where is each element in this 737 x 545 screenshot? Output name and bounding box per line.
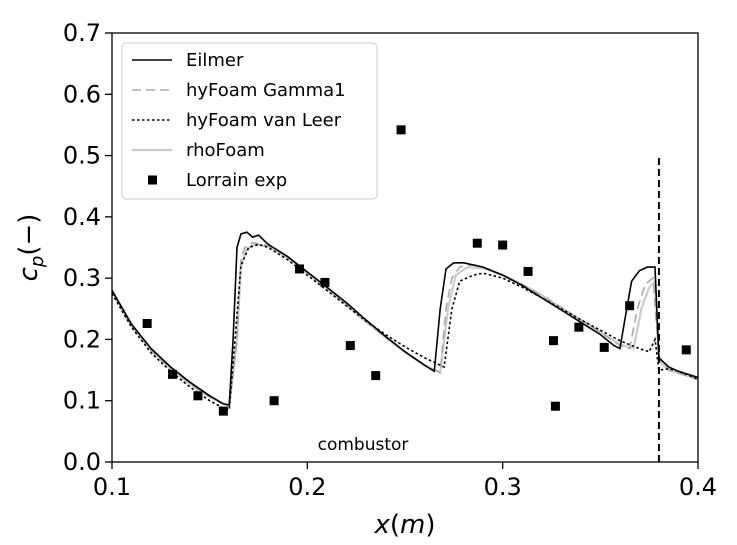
data-point-lorrain-exp-18 bbox=[681, 345, 691, 355]
y-axis-label: cp(−) bbox=[14, 214, 48, 282]
data-point-lorrain-exp-1 bbox=[168, 369, 178, 379]
y-tick-label: 0.3 bbox=[63, 264, 101, 292]
legend-label: Eilmer bbox=[186, 50, 244, 71]
series-layer bbox=[112, 231, 698, 411]
data-point-lorrain-exp-8 bbox=[371, 371, 381, 381]
x-tick-label: 0.3 bbox=[484, 473, 522, 501]
y-tick-label: 0.0 bbox=[63, 448, 101, 476]
plot-frame bbox=[111, 32, 699, 463]
x-tick-label: 0.2 bbox=[288, 473, 326, 501]
data-point-lorrain-exp-13 bbox=[548, 336, 558, 346]
data-point-lorrain-exp-7 bbox=[345, 341, 355, 351]
series-line-hyfoam-van-leer bbox=[112, 243, 698, 411]
legend-label: rhoFoam bbox=[186, 140, 265, 161]
annotation-combustor: combustor bbox=[318, 435, 409, 455]
legend-label: hyFoam van Leer bbox=[186, 110, 342, 131]
x-tick-label: 0.4 bbox=[679, 473, 717, 501]
data-point-lorrain-exp-5 bbox=[295, 264, 305, 274]
data-point-lorrain-exp-16 bbox=[599, 342, 609, 352]
y-tick-label: 0.1 bbox=[63, 387, 101, 415]
scatter-layer bbox=[142, 125, 691, 416]
y-ticks: 0.0 0.1 0.2 0.3 0.4 0.5 0.6 0.7 bbox=[63, 19, 112, 476]
data-point-lorrain-exp-4 bbox=[269, 396, 279, 406]
data-point-lorrain-exp-14 bbox=[550, 401, 560, 411]
data-point-lorrain-exp-9 bbox=[396, 125, 406, 135]
legend-item-eilmer: Eilmer bbox=[132, 50, 244, 71]
y-tick-label: 0.7 bbox=[63, 19, 101, 47]
data-point-lorrain-exp-12 bbox=[523, 266, 533, 276]
x-axis-label: x(m) bbox=[373, 510, 435, 540]
legend-box bbox=[121, 42, 378, 200]
x-ticks: 0.1 0.2 0.3 0.4 bbox=[93, 462, 717, 501]
series-line-rhofoam bbox=[112, 243, 698, 409]
y-tick-label: 0.6 bbox=[63, 80, 101, 108]
y-tick-label: 0.4 bbox=[63, 203, 101, 231]
y-tick-label: 0.2 bbox=[63, 325, 101, 353]
legend-label: hyFoam Gamma1 bbox=[186, 80, 346, 101]
legend: Eilmer hyFoam Gamma1 hyFoam van Leer rhoFoa… bbox=[121, 42, 378, 200]
data-point-lorrain-exp-3 bbox=[218, 406, 228, 416]
data-point-lorrain-exp-0 bbox=[142, 318, 152, 328]
legend-swatch bbox=[148, 175, 157, 185]
legend-item-hyfoam-gamma1: hyFoam Gamma1 bbox=[132, 80, 346, 101]
series-line-hyfoam-gamma1 bbox=[112, 241, 698, 409]
data-point-lorrain-exp-15 bbox=[574, 322, 584, 332]
legend-item-lorrain-exp: Lorrain exp bbox=[148, 170, 287, 191]
data-point-lorrain-exp-17 bbox=[625, 301, 635, 311]
legend-item-rhofoam: rhoFoam bbox=[132, 140, 265, 161]
legend-item-hyfoam-van-leer: hyFoam van Leer bbox=[132, 110, 342, 131]
data-point-lorrain-exp-11 bbox=[498, 240, 508, 250]
x-tick-label: 0.1 bbox=[93, 473, 131, 501]
series-line-eilmer bbox=[112, 231, 698, 406]
y-tick-label: 0.5 bbox=[63, 142, 101, 170]
data-point-lorrain-exp-10 bbox=[472, 238, 482, 248]
legend-label: Lorrain exp bbox=[186, 170, 287, 191]
data-point-lorrain-exp-2 bbox=[193, 391, 203, 401]
data-point-lorrain-exp-6 bbox=[320, 277, 330, 287]
